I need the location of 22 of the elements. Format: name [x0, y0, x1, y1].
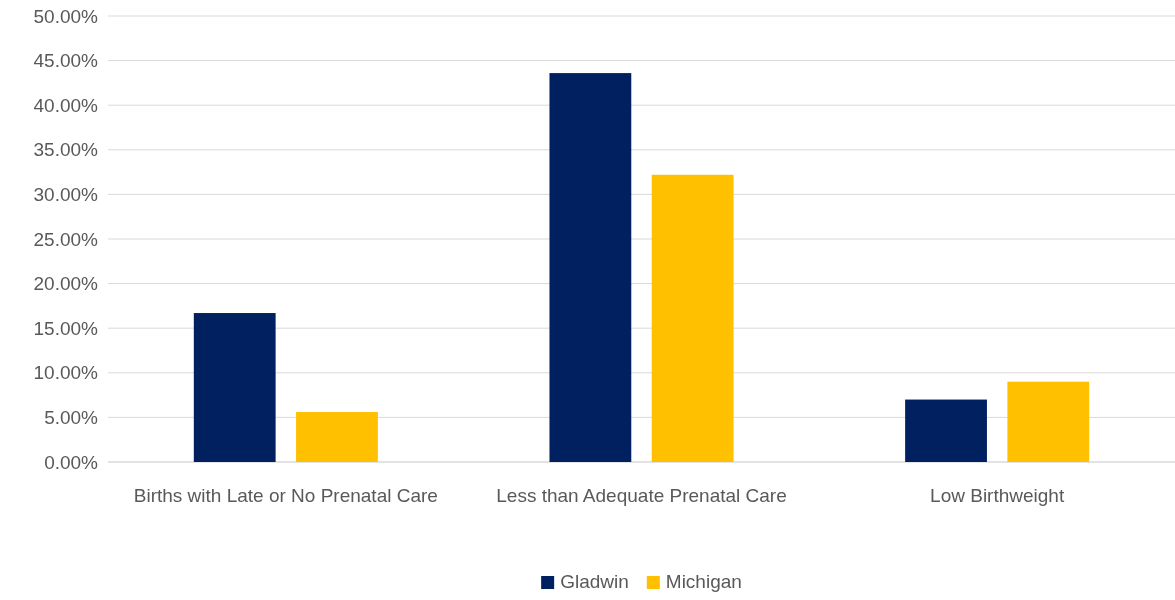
bar [549, 73, 632, 462]
y-tick-label: 45.00% [33, 50, 99, 72]
bar [193, 313, 276, 462]
y-tick-label: 5.00% [44, 406, 99, 428]
bar [296, 412, 378, 462]
legend-label: Michigan [665, 571, 742, 592]
y-tick-label: 15.00% [33, 317, 99, 339]
bar [651, 174, 734, 462]
y-tick-label: 0.00% [44, 451, 99, 473]
y-tick-label: 20.00% [33, 273, 99, 295]
y-tick-label: 10.00% [33, 362, 99, 384]
x-tick-label: Low Birthweight [930, 485, 1065, 506]
y-tick-label: 50.00% [33, 5, 99, 27]
y-tick-label: 30.00% [33, 183, 99, 205]
x-tick-label: Less than Adequate Prenatal Care [496, 485, 787, 506]
bar [905, 399, 987, 462]
legend-label: Gladwin [560, 571, 629, 592]
bar [1007, 381, 1090, 462]
y-tick-label: 40.00% [33, 94, 99, 116]
y-tick-label: 35.00% [33, 139, 99, 161]
y-tick-label: 25.00% [33, 228, 99, 250]
x-tick-label: Births with Late or No Prenatal Care [133, 485, 438, 506]
